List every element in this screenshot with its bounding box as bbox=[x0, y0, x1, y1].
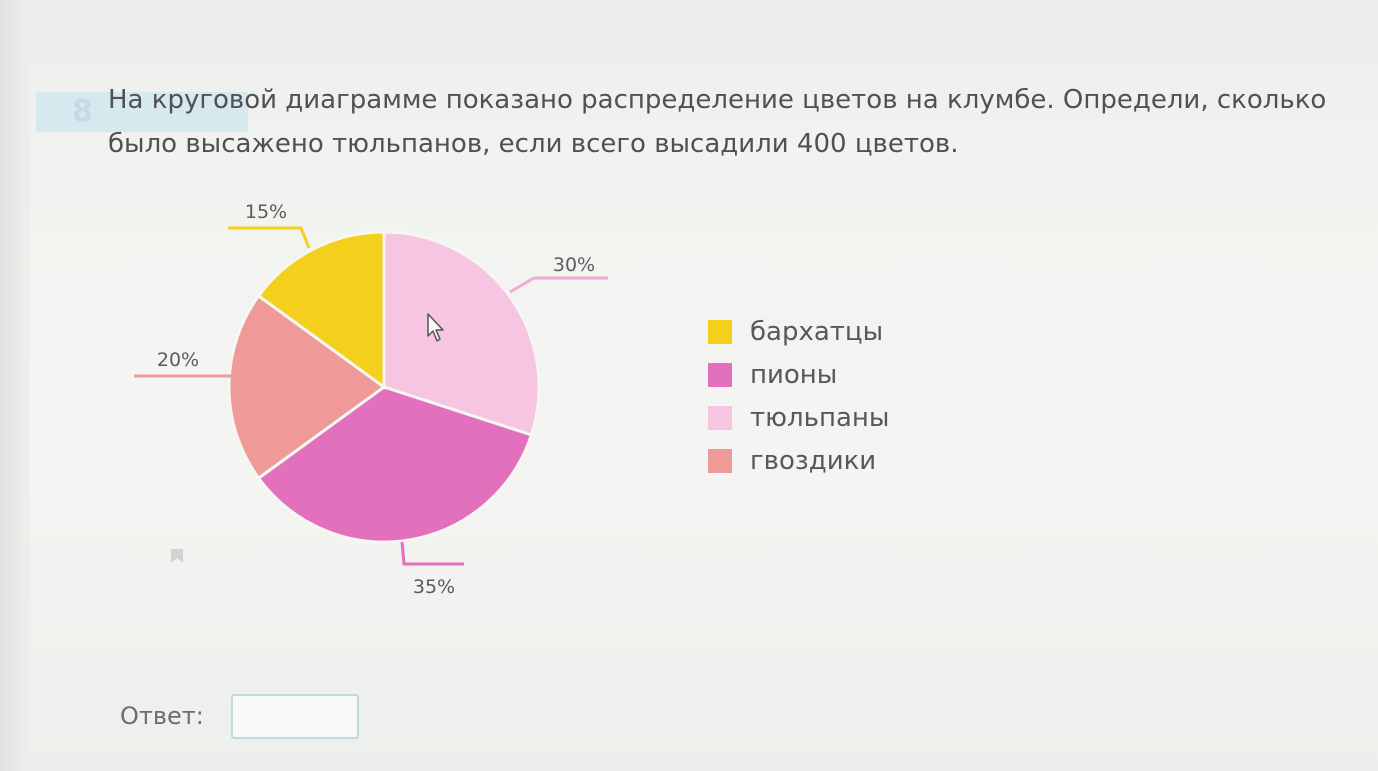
mouse-cursor-icon bbox=[427, 313, 444, 342]
legend-item-peonies: пионы bbox=[708, 353, 889, 396]
legend-label: гвоздики bbox=[750, 445, 877, 476]
pie-chart: 30% 35% 20% 15% bbox=[134, 201, 608, 598]
leader-line-1 bbox=[509, 276, 608, 294]
legend-item-marigolds: бархатцы bbox=[708, 310, 889, 353]
chart-legend: бархатцы пионы тюльпаны гвоздики bbox=[708, 310, 889, 482]
legend-swatch bbox=[708, 362, 732, 387]
leader-line-4 bbox=[228, 226, 311, 249]
legend-label: тюльпаны bbox=[750, 402, 890, 433]
left-gutter bbox=[0, 0, 30, 771]
answer-input[interactable] bbox=[231, 694, 359, 739]
answer-label: Ответ: bbox=[120, 702, 204, 730]
task-number: 8 bbox=[36, 92, 248, 132]
pie-slice-1 bbox=[382, 230, 541, 437]
pie-slice-4 bbox=[256, 230, 386, 390]
bookmark-icon[interactable] bbox=[170, 548, 184, 564]
legend-swatch bbox=[708, 405, 732, 430]
pie-slice-2 bbox=[256, 385, 534, 544]
slice-label-1: 30% bbox=[553, 254, 595, 276]
slice-label-2: 35% bbox=[413, 576, 455, 598]
legend-item-carnations: гвоздики bbox=[708, 439, 889, 482]
legend-label: пионы bbox=[750, 359, 838, 390]
leader-line-2 bbox=[400, 541, 464, 566]
legend-swatch bbox=[708, 319, 732, 344]
legend-label: бархатцы bbox=[750, 316, 884, 347]
slice-label-3: 20% bbox=[157, 349, 199, 371]
legend-swatch bbox=[708, 448, 732, 473]
slice-label-4: 15% bbox=[245, 201, 287, 223]
pie-slice-3 bbox=[227, 293, 387, 481]
legend-item-tulips: тюльпаны bbox=[708, 396, 889, 439]
question-text: На круговой диаграмме показано распредел… bbox=[108, 85, 1327, 159]
